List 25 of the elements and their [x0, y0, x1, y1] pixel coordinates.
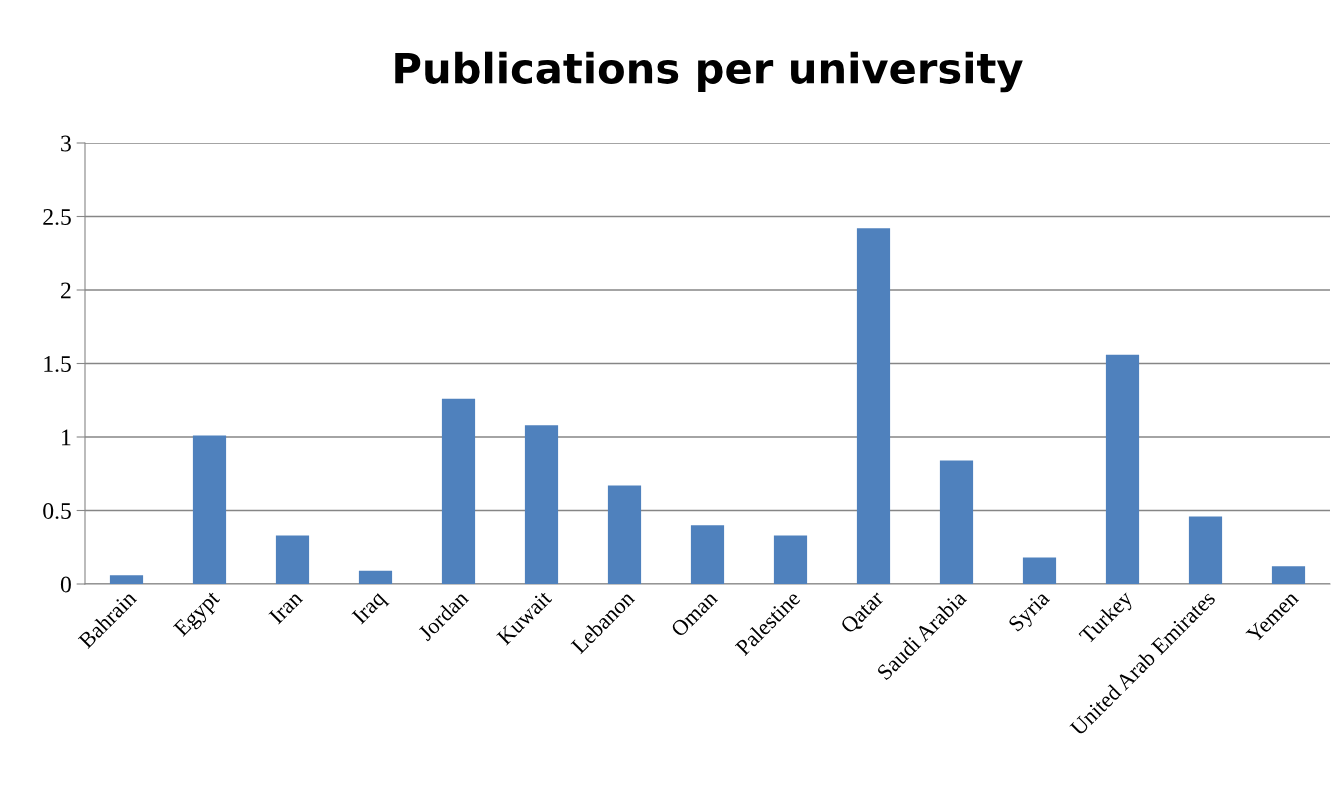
bar: [524, 425, 559, 584]
bar: [1022, 557, 1057, 584]
bar: [939, 460, 974, 584]
bar: [607, 485, 642, 584]
x-tick-label: Iran: [268, 589, 304, 625]
x-tick-label: Iraq: [351, 589, 390, 628]
chart-title: Publications per university: [395, 51, 1023, 93]
bar: [192, 435, 227, 584]
bar: [1188, 516, 1223, 584]
y-tick-label: 1.5: [44, 356, 71, 373]
y-tick-label: 0: [60, 576, 71, 593]
bar: [773, 535, 808, 584]
bar: [1105, 354, 1140, 584]
y-tick-label: 2.5: [43, 209, 71, 226]
bar: [1271, 566, 1306, 584]
y-tick-label: 1: [62, 429, 71, 446]
bar: [358, 570, 393, 584]
bar: [275, 535, 310, 584]
y-tick-label: 2: [61, 282, 71, 299]
y-tick-label: 0.5: [43, 502, 71, 520]
bar: [856, 228, 891, 584]
bar: [690, 525, 725, 584]
y-tick-label: 3: [61, 135, 71, 152]
bar: [441, 398, 476, 584]
bar: [109, 575, 144, 584]
